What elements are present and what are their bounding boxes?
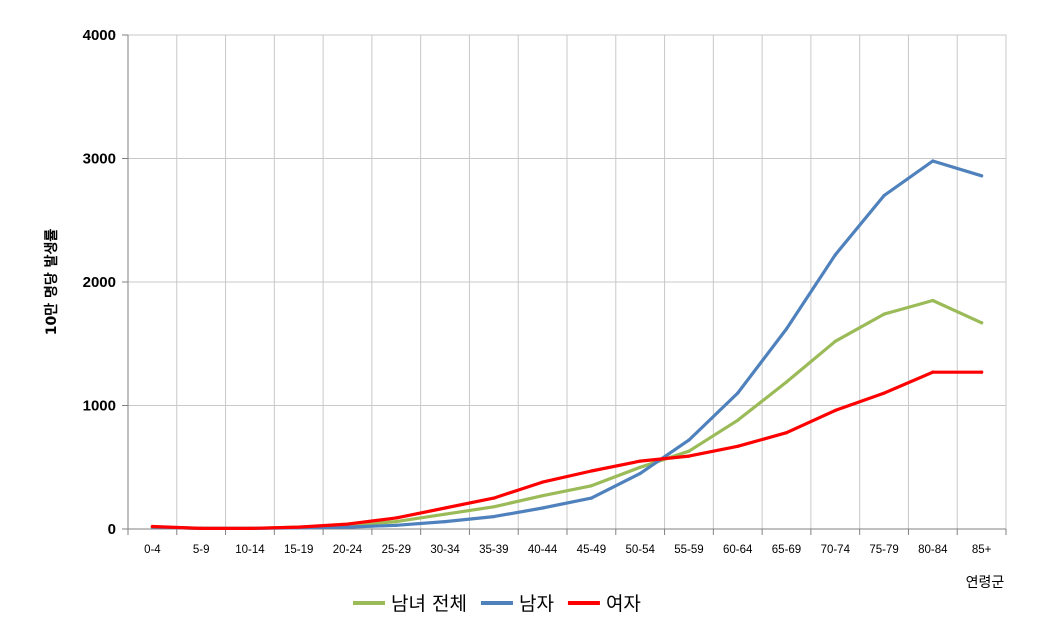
data-point [882, 391, 886, 395]
axes [122, 34, 1007, 535]
x-tick-label: 35-39 [479, 544, 508, 556]
data-point [638, 465, 642, 469]
x-tick-label: 65-69 [772, 544, 801, 556]
data-point [687, 449, 691, 453]
x-tick-label: 20-24 [333, 544, 363, 556]
x-tick-label: 10-14 [235, 544, 265, 556]
x-axis-title: 연령군 [966, 575, 1005, 591]
legend-label: 남자 [519, 593, 554, 615]
y-tick-label: 2000 [83, 274, 116, 291]
x-tick-label: 85+ [972, 544, 992, 556]
x-tick-label: 80-84 [918, 544, 948, 556]
data-point [150, 524, 154, 529]
y-axis-title: 10만 명당 발생률 [43, 229, 60, 336]
data-point [784, 327, 789, 331]
data-point [248, 526, 252, 530]
data-point [882, 312, 886, 316]
legend: 남녀 전체 남자 여자 [353, 593, 641, 615]
data-point [443, 519, 447, 524]
data-point [394, 523, 398, 527]
y-tick-label: 1000 [83, 398, 116, 415]
data-point [980, 370, 984, 374]
legend-label: 여자 [606, 593, 641, 615]
data-point [541, 506, 545, 510]
y-tick-labels: 0 1000 2000 3000 4000 [83, 27, 116, 538]
x-tick-label: 0-4 [144, 544, 161, 556]
data-point [443, 506, 447, 510]
series-line-3 [150, 370, 984, 531]
data-point [589, 484, 593, 488]
data-point [541, 494, 545, 498]
data-point [784, 431, 789, 435]
data-point [492, 515, 496, 519]
y-tick-label: 0 [108, 521, 116, 538]
x-tick-label: 55-59 [674, 544, 703, 556]
x-tick-label: 45-49 [577, 544, 606, 556]
data-point [736, 444, 740, 448]
x-tick-label: 40-44 [528, 544, 558, 556]
data-point [394, 516, 398, 520]
x-tick-label: 25-29 [382, 544, 411, 556]
data-point [784, 380, 789, 384]
x-tick-label: 75-79 [869, 544, 898, 556]
data-point [589, 496, 593, 500]
data-point [638, 471, 642, 476]
legend-label: 남녀 전체 [391, 593, 467, 615]
x-tick-label: 60-64 [723, 544, 753, 556]
data-point [394, 519, 398, 524]
data-point [443, 512, 447, 516]
data-point [589, 469, 593, 473]
x-tick-label: 50-54 [625, 544, 655, 556]
data-point [931, 370, 935, 374]
data-point [980, 321, 984, 325]
data-point [687, 454, 691, 458]
data-point [345, 522, 350, 526]
series-lines [150, 159, 984, 531]
data-point [492, 496, 496, 500]
data-point [882, 193, 886, 198]
data-point [833, 253, 837, 257]
data-point [199, 526, 203, 530]
data-point [541, 480, 545, 484]
x-tick-labels: 0-4 5-9 10-14 15-19 20-24 25-29 30-34 35-39 40-4… [144, 544, 992, 556]
data-point [345, 525, 350, 529]
x-tick-label: 30-34 [430, 544, 460, 556]
data-point [833, 408, 837, 413]
data-point [736, 391, 740, 395]
data-point [980, 174, 984, 178]
data-point [931, 159, 935, 163]
data-point [638, 459, 642, 463]
data-point [736, 418, 740, 422]
data-point [492, 505, 496, 509]
y-tick-label: 3000 [83, 151, 116, 168]
data-point [833, 339, 837, 343]
data-point [931, 298, 935, 303]
data-point [687, 438, 691, 442]
x-tick-label: 15-19 [284, 544, 313, 556]
x-tick-label: 5-9 [193, 544, 210, 556]
grid [127, 34, 1007, 530]
data-point [297, 525, 301, 529]
y-tick-label: 4000 [83, 27, 116, 44]
x-tick-label: 70-74 [821, 544, 851, 556]
